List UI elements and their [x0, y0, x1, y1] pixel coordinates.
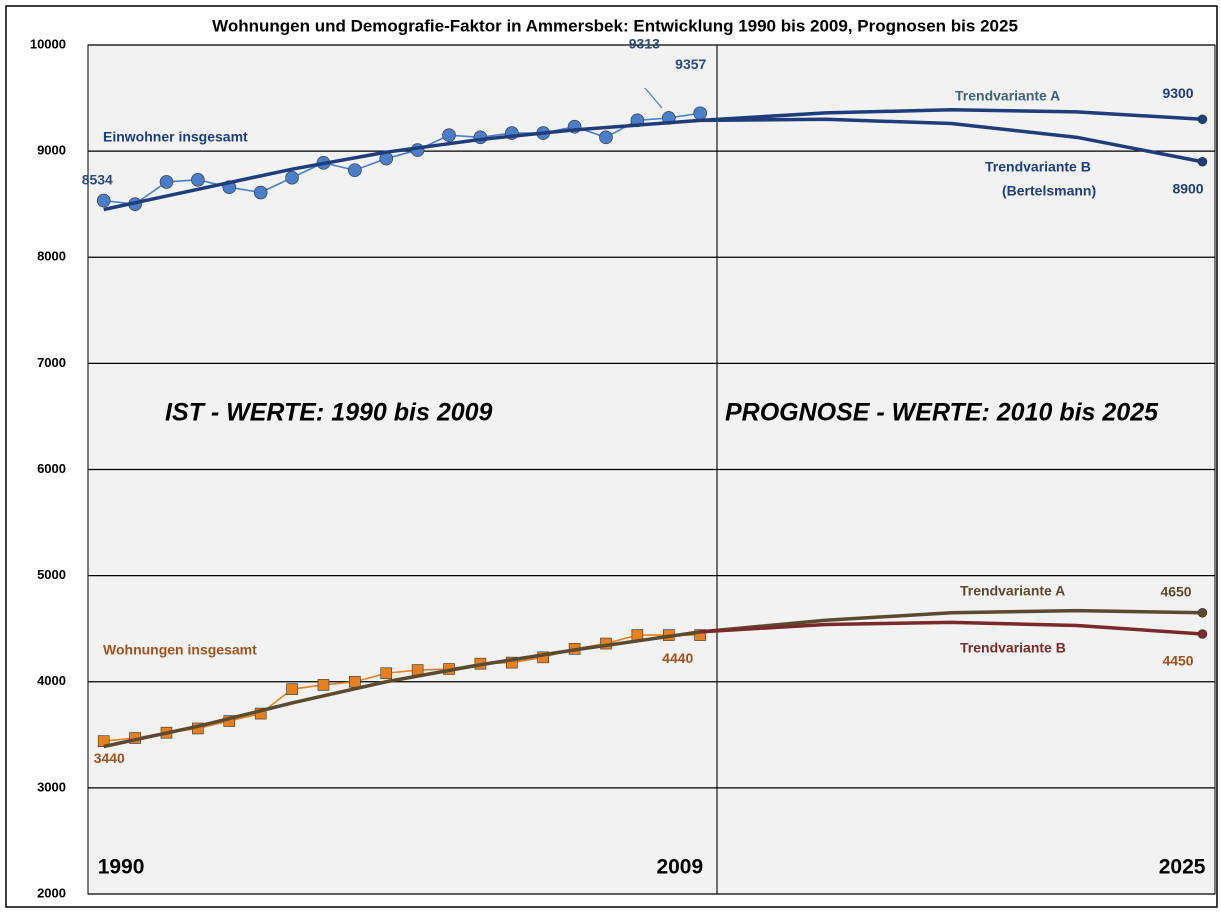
series-line	[103, 107, 1203, 212]
point	[1197, 607, 1208, 618]
y-tick-label: 2000	[37, 885, 66, 900]
annotation: Trendvariante B	[985, 159, 1091, 175]
point	[1197, 629, 1208, 639]
point	[97, 735, 110, 747]
point	[286, 683, 298, 695]
series-line	[700, 620, 1203, 636]
y-tick-label: 3000	[37, 779, 66, 794]
point	[253, 185, 268, 200]
point	[442, 128, 456, 143]
y-tick-label: 8000	[37, 249, 66, 264]
y-tick-label: 5000	[37, 567, 66, 582]
data-label: 3440	[94, 750, 125, 766]
y-tick-label: 4000	[37, 673, 66, 688]
annotation: PROGNOSE - WERTE: 2010 bis 2025	[725, 399, 1159, 427]
series-label: Wohnungen insgesamt	[103, 642, 257, 658]
annotation: Trendvariante A	[960, 583, 1065, 599]
point	[96, 193, 111, 208]
y-tick-label: 6000	[37, 461, 66, 476]
series-line	[700, 117, 1203, 164]
point	[159, 175, 174, 189]
annotation: IST - WERTE: 1990 bis 2009	[165, 399, 493, 427]
leader	[644, 87, 663, 109]
point	[1197, 156, 1208, 167]
point	[285, 170, 299, 185]
y-tick-label: 9000	[37, 143, 66, 158]
point	[693, 106, 707, 121]
series-label: Einwohner insgesamt	[103, 129, 248, 145]
data-label: 9313	[629, 36, 660, 52]
chart-title: Wohnungen und Demografie-Faktor in Ammer…	[212, 16, 1018, 35]
point	[317, 679, 330, 691]
x-tick-label: 2025	[1159, 856, 1206, 879]
data-label: 4440	[662, 650, 693, 666]
annotation: Trendvariante A	[955, 88, 1060, 104]
x-tick-label: 2009	[656, 856, 703, 879]
data-label: 4450	[1162, 653, 1193, 669]
x-tick-label: 1990	[98, 856, 145, 879]
data-label: 9300	[1162, 85, 1193, 101]
series-line	[103, 608, 1203, 749]
data-label: 8534	[82, 171, 113, 187]
point	[694, 629, 706, 641]
point	[191, 172, 205, 187]
annotation: Trendvariante B	[960, 640, 1066, 656]
y-tick-label: 7000	[37, 355, 66, 370]
annotation: (Bertelsmann)	[1002, 183, 1096, 199]
point	[349, 675, 361, 688]
point	[506, 656, 518, 669]
point	[1197, 114, 1208, 125]
point	[380, 667, 393, 680]
point	[599, 130, 613, 145]
data-label: 9357	[675, 56, 706, 72]
data-label: 8900	[1172, 180, 1203, 196]
data-label: 4650	[1160, 583, 1191, 599]
y-tick-label: 10000	[30, 36, 66, 51]
point	[348, 163, 362, 178]
